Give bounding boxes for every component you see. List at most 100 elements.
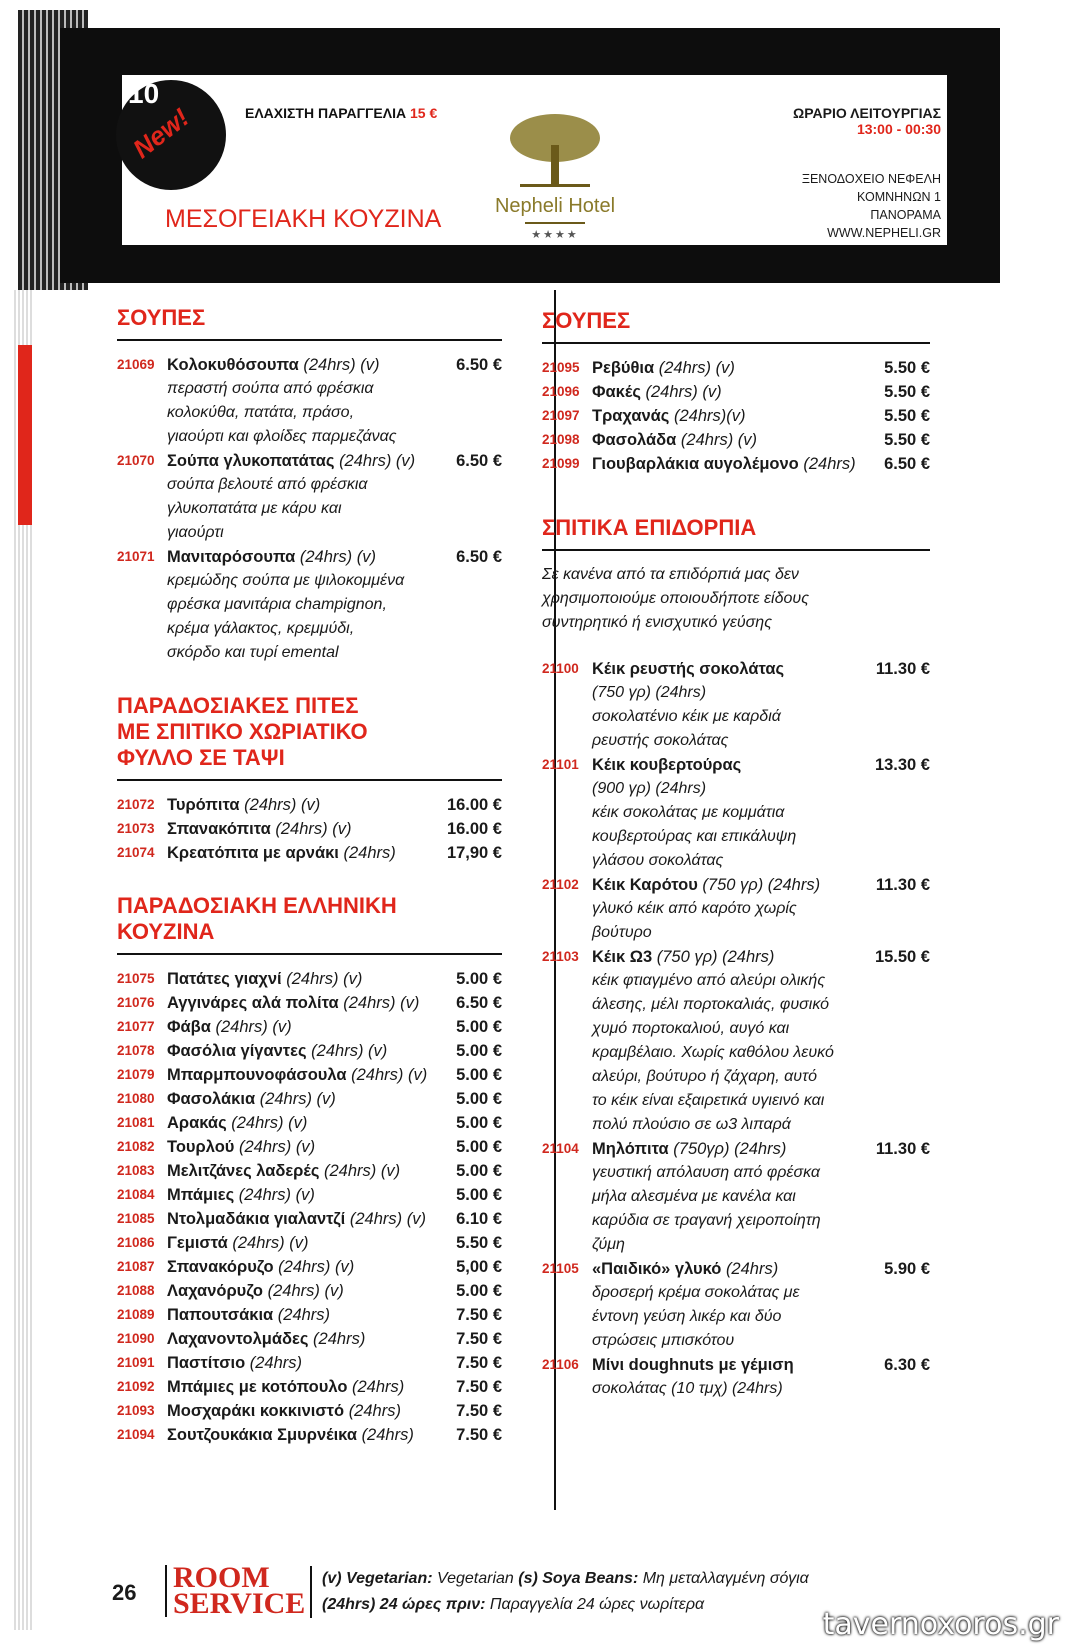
item-name-line: Τυρόπιτα (24hrs) (v) bbox=[167, 793, 502, 817]
menu-item: 21081 Αρακάς (24hrs) (v) 5.00 € bbox=[117, 1111, 502, 1135]
item-code: 21073 bbox=[117, 821, 155, 836]
item-description: ρευστής σοκολάτας bbox=[592, 732, 729, 749]
logo-name: Nepheli Hotel bbox=[494, 195, 616, 217]
menu-item: 21079 Μπαρμπουνοφάσουλα (24hrs) (v) 5.00 € bbox=[117, 1063, 502, 1087]
min-order-label: ΕΛΑΧΙΣΤΗ ΠΑΡΑΓΓΕΛΙΑ bbox=[245, 105, 407, 121]
item-description: σκόρδο και τυρί emental bbox=[167, 644, 339, 661]
item-price: 5.00 € bbox=[456, 1282, 502, 1300]
item-name-line: «Παιδικό» γλυκό (24hrs) bbox=[592, 1257, 930, 1281]
menu-section: ΣΟΥΠΕΣ 21069 Κολοκυθόσουπα (24hrs) (v) 6.50… bbox=[117, 305, 502, 665]
item-code: 21074 bbox=[117, 845, 155, 860]
menu-item: 21103 Κέικ Ω3 (750 γρ) (24hrs) 15.50 € κέικ… bbox=[542, 945, 930, 1137]
item-name-line: Ντολμαδάκια γιαλαντζί (24hrs) (v) bbox=[167, 1207, 502, 1231]
item-name-line: Γεμιστά (24hrs) (v) bbox=[167, 1231, 502, 1255]
item-description: δροσερή κρέμα σοκολάτας με bbox=[592, 1284, 800, 1301]
item-description: γλάσου σοκολάτας bbox=[592, 852, 724, 869]
address-line: ΞΕΝΟΔΟΧΕΙΟ ΝΕΦΕΛΗ bbox=[801, 172, 941, 186]
menu-item: 21080 Φασολάκια (24hrs) (v) 5.00 € bbox=[117, 1087, 502, 1111]
item-price: 6.50 € bbox=[884, 455, 930, 473]
item-name: Φασόλια γίγαντες bbox=[167, 1042, 307, 1060]
legend-text: Μη μεταλλαγμένη σόγια bbox=[638, 1570, 809, 1587]
item-code: 21076 bbox=[117, 995, 155, 1010]
item-price: 16.00 € bbox=[446, 820, 502, 838]
item-description: κρεμώδης σούπα με ψιλοκομμένα bbox=[167, 572, 405, 589]
item-name: «Παιδικό» γλυκό bbox=[592, 1260, 722, 1278]
legend: (v) Vegetarian: Vegetarian (s) Soya Bean… bbox=[310, 1566, 809, 1618]
item-price: 5.00 € bbox=[456, 1138, 502, 1156]
item-note: (24hrs) (v) bbox=[286, 970, 363, 988]
item-price: 5.50 € bbox=[456, 1234, 502, 1252]
item-name-line: Σουτζουκάκια Σμυρνέικα (24hrs) bbox=[167, 1423, 502, 1447]
item-price: 13.30 € bbox=[874, 756, 930, 774]
item-name: Τουρλού bbox=[167, 1138, 235, 1156]
menu-item: 21072 Τυρόπιτα (24hrs) (v) 16.00 € bbox=[117, 793, 502, 817]
item-price: 5.00 € bbox=[456, 1162, 502, 1180]
item-description: αλεύρι, βούτυρο ή ζάχαρη, αυτό bbox=[592, 1068, 817, 1085]
item-price: 5,00 € bbox=[456, 1258, 502, 1276]
hours-label: ΩΡΑΡΙΟ ΛΕΙΤΟΥΡΓΙΑΣ bbox=[793, 105, 941, 121]
item-name: Τυρόπιτα bbox=[167, 796, 240, 814]
item-price: 16.00 € bbox=[446, 796, 502, 814]
item-name: Κρεατόπιτα με αρνάκι bbox=[167, 844, 339, 862]
item-code: 21097 bbox=[542, 408, 580, 423]
item-price: 5.00 € bbox=[456, 970, 502, 988]
item-name: Αρακάς bbox=[167, 1114, 227, 1132]
item-code: 21101 bbox=[542, 757, 579, 772]
item-code: 21099 bbox=[542, 456, 580, 471]
item-price: 7.50 € bbox=[456, 1402, 502, 1420]
item-name: Φακές bbox=[592, 383, 641, 401]
item-name: Σούπα γλυκοπατάτας bbox=[167, 452, 335, 470]
item-price: 11.30 € bbox=[875, 876, 930, 894]
item-description: κέικ σοκολάτας με κομμάτια bbox=[592, 804, 785, 821]
item-description: σούπα βελουτέ από φρέσκια bbox=[167, 476, 368, 493]
address-line: ΚΟΜΝΗΝΩΝ 1 bbox=[857, 190, 941, 204]
item-name: Ρεβύθια bbox=[592, 359, 655, 377]
item-note: (24hrs) bbox=[348, 1402, 401, 1420]
section-title-line: ΣΠΙΤΙΚΑ ΕΠΙΔΟΡΠΙΑ bbox=[542, 515, 757, 540]
item-code: 21082 bbox=[117, 1139, 155, 1154]
item-price: 11.30 € bbox=[875, 1140, 930, 1158]
item-code: 21090 bbox=[117, 1331, 155, 1346]
item-name-line: Μοσχαράκι κοκκινιστό (24hrs) bbox=[167, 1399, 502, 1423]
item-code: 21100 bbox=[542, 661, 579, 676]
address-line: ΠΑΝΟΡΑΜΑ bbox=[870, 208, 941, 222]
menu-section: ΣΠΙΤΙΚΑ ΕΠΙΔΟΡΠΙΑ Σε κανένα από τα επιδόρ… bbox=[542, 515, 930, 1401]
item-name-line: Μπάμιες με κοτόπουλο (24hrs) bbox=[167, 1375, 502, 1399]
item-price: 17,90 € bbox=[446, 844, 502, 862]
item-note: (24hrs) bbox=[361, 1426, 414, 1444]
menu-item: 21088 Λαχανόρυζο (24hrs) (v) 5.00 € bbox=[117, 1279, 502, 1303]
item-note: (24hrs) (v) bbox=[303, 356, 380, 374]
section-title: ΠΑΡΑΔΟΣΙΑΚΗ ΕΛΛΗΝΙΚΗ ΚΟΥΖΙΝΑ bbox=[117, 893, 502, 955]
item-note: (24hrs) bbox=[313, 1330, 366, 1348]
item-name-line: Μελιτζάνες λαδερές (24hrs) (v) bbox=[167, 1159, 502, 1183]
item-code: 21104 bbox=[542, 1141, 579, 1156]
item-code: 21093 bbox=[117, 1403, 155, 1418]
menu-item: 21091 Παστίτσιο (24hrs) 7.50 € bbox=[117, 1351, 502, 1375]
item-code: 21095 bbox=[542, 360, 580, 375]
item-description: κουβερτούρας και επικάλυψη bbox=[592, 828, 797, 845]
item-name-line: Ρεβύθια (24hrs) (v) bbox=[592, 356, 930, 380]
item-name-line: Μανιταρόσουπα (24hrs) (v) bbox=[167, 545, 502, 569]
item-name: Μπαρμπουνοφάσουλα bbox=[167, 1066, 347, 1084]
item-name: Μοσχαράκι κοκκινιστό bbox=[167, 1402, 345, 1420]
item-note: (750γρ) (24hrs) bbox=[673, 1140, 787, 1158]
item-name: Κέικ Καρότου bbox=[592, 876, 698, 894]
menu-item: 21101 Κέικ κουβερτούρας 13.30 € (900 γρ) (… bbox=[542, 753, 930, 873]
item-description: γιαούρτι και φλοίδες παρμεζάνας bbox=[167, 428, 397, 445]
item-name: Φασολάδα bbox=[592, 431, 677, 449]
menu-item: 21095 Ρεβύθια (24hrs) (v) 5.50 € bbox=[542, 356, 930, 380]
section-title-line: ΣΟΥΠΕΣ bbox=[117, 305, 206, 330]
item-code: 21081 bbox=[117, 1115, 155, 1130]
item-price: 5.50 € bbox=[884, 431, 930, 449]
intro-line: συντηρητικό ή ενισχυτικό γεύσης bbox=[542, 614, 772, 631]
restaurant-number: 10 bbox=[128, 78, 160, 109]
item-note: (24hrs) bbox=[803, 455, 856, 473]
item-code: 21091 bbox=[117, 1355, 155, 1370]
item-description: μήλα αλεσμένα με κανέλα και bbox=[592, 1188, 796, 1205]
item-code: 21072 bbox=[117, 797, 155, 812]
item-note: (24hrs) (v) bbox=[239, 1138, 316, 1156]
item-description: γλυκό κέικ από καρότο χωρίς bbox=[592, 900, 797, 917]
item-description: φρέσκα μανιτάρια champignon, bbox=[167, 596, 387, 613]
item-description: καρύδια σε τραγανή χειροποίητη bbox=[592, 1212, 821, 1229]
item-name: Λαχανοντολμάδες bbox=[167, 1330, 309, 1348]
